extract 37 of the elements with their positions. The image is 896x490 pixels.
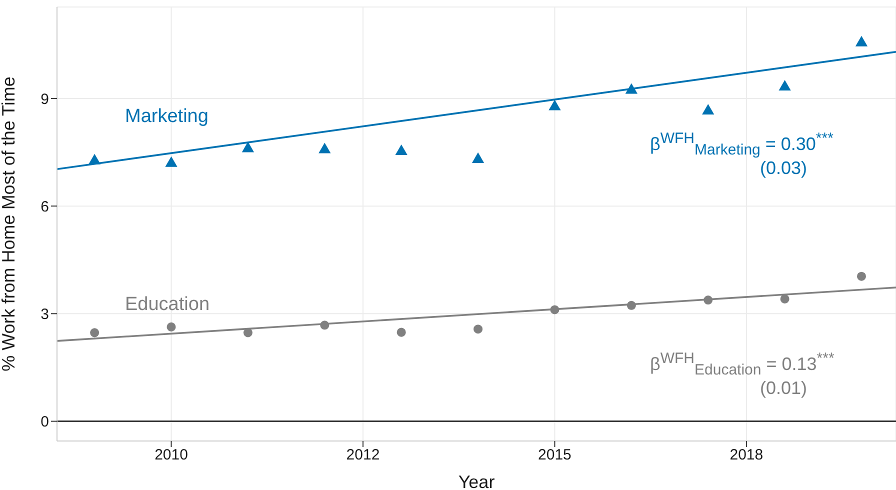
point: [702, 104, 714, 115]
x-axis-title: Year: [458, 472, 495, 490]
point: [780, 294, 790, 304]
y-axis-title: % Work from Home Most of the Time: [0, 76, 18, 372]
point: [396, 328, 406, 337]
point: [320, 320, 330, 330]
point: [704, 296, 713, 305]
point: [395, 144, 408, 156]
point: [472, 152, 484, 163]
point: [550, 305, 560, 314]
y-tick-label: 9: [40, 90, 49, 108]
point: [242, 142, 254, 152]
point: [474, 324, 483, 334]
point: [548, 100, 561, 110]
point: [625, 83, 638, 94]
x-tick-label: 2010: [154, 446, 188, 464]
point: [626, 300, 636, 310]
y-tick-label: 3: [40, 306, 49, 323]
text: Marketing: [125, 106, 208, 128]
annotation: β$^{WFH}$$_{Education}$ = 0.13$^{***}$: [650, 350, 834, 379]
point: [856, 272, 866, 281]
x-tick-label: 2018: [730, 446, 764, 464]
y-tick-label: 6: [40, 198, 49, 216]
point: [166, 322, 176, 332]
x-tick-label: 2015: [538, 446, 572, 464]
point: [90, 328, 100, 338]
annotation: (0.03): [760, 158, 808, 179]
point: [88, 154, 101, 164]
x-tick-label: 2012: [346, 446, 380, 464]
series-label: Education: [125, 294, 210, 316]
point: [318, 142, 331, 154]
point: [778, 80, 791, 90]
annotation: β$^{WFH}$$_{Marketing}$ = 0.30$^{***}$: [650, 130, 834, 159]
point: [165, 156, 178, 167]
annotation: (0.01): [760, 378, 808, 399]
point: [855, 36, 868, 46]
y-tick-label: 0: [40, 414, 49, 431]
